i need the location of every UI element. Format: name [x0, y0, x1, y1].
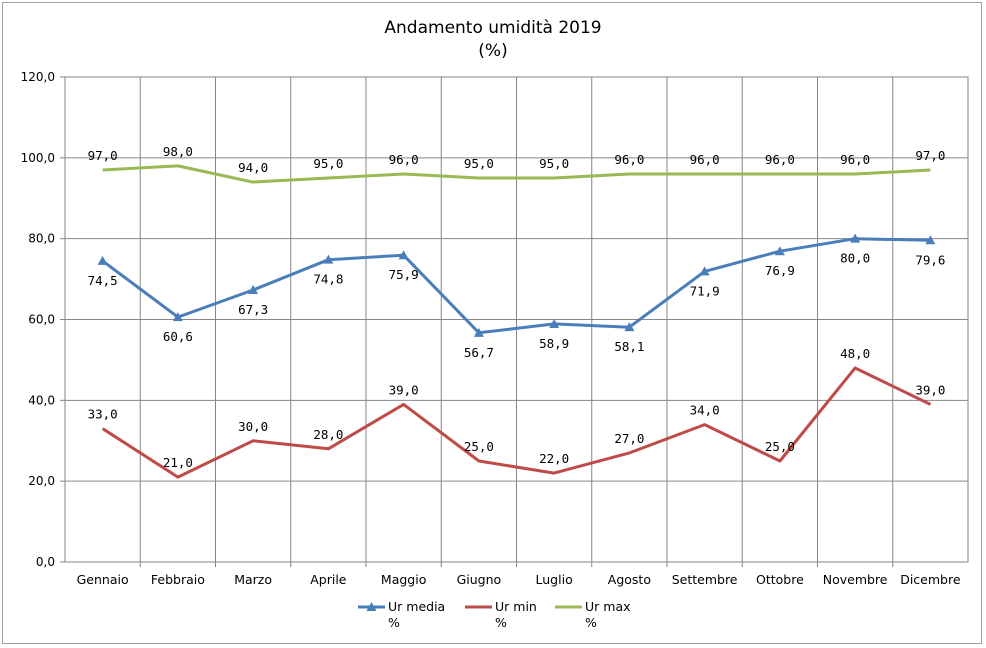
data-label: 97,0 [915, 148, 945, 163]
x-tick-label: Dicembre [900, 572, 961, 587]
series-line [102, 164, 931, 184]
data-label: 33,0 [88, 407, 118, 422]
data-label: 71,9 [690, 283, 720, 298]
x-tick-label: Agosto [608, 572, 651, 587]
data-label: 25,0 [464, 439, 494, 454]
y-tick-label: 120,0 [21, 70, 55, 84]
legend-label-unit: % [388, 615, 400, 630]
x-tick-label: Ottobre [756, 572, 804, 587]
data-point [97, 255, 108, 265]
x-tick-label: Settembre [672, 572, 738, 587]
data-label: 96,0 [765, 152, 795, 167]
data-label: 96,0 [614, 152, 644, 167]
chart-title: Andamento umidità 2019 [384, 18, 601, 38]
data-point [925, 235, 936, 245]
x-tick-label: Febbraio [151, 572, 205, 587]
data-label: 60,6 [163, 329, 193, 344]
data-point [850, 233, 861, 243]
x-tick-label: Gennaio [77, 572, 129, 587]
y-tick-label: 80,0 [28, 232, 55, 246]
legend-label: Ur media [388, 599, 445, 614]
data-point [549, 318, 560, 328]
data-label: 22,0 [539, 451, 569, 466]
data-label: 96,0 [690, 152, 720, 167]
y-tick-label: 100,0 [21, 151, 55, 165]
data-label: 79,6 [915, 252, 945, 267]
data-label: 58,1 [614, 339, 644, 354]
data-point [248, 284, 259, 294]
x-tick-label: Aprile [310, 572, 347, 587]
data-label: 39,0 [389, 382, 419, 397]
data-point [699, 266, 710, 276]
x-tick-label: Maggio [381, 572, 426, 587]
data-point [172, 312, 183, 322]
data-label: 95,0 [464, 156, 494, 171]
data-label: 97,0 [88, 148, 118, 163]
data-label: 56,7 [464, 345, 494, 360]
chart-subtitle: (%) [478, 41, 507, 61]
data-point [398, 250, 409, 260]
data-label: 80,0 [840, 251, 870, 266]
data-point [473, 327, 484, 337]
data-point [323, 254, 334, 264]
y-tick-label: 40,0 [28, 393, 55, 407]
data-point [774, 246, 785, 256]
legend-label-unit: % [495, 615, 507, 630]
series-line [101, 237, 931, 335]
data-label: 74,8 [313, 272, 343, 287]
legend-label: Ur min [495, 599, 537, 614]
y-tick-label: 0,0 [36, 555, 55, 569]
data-label: 39,0 [915, 382, 945, 397]
data-label: 76,9 [765, 263, 795, 278]
data-label: 21,0 [163, 455, 193, 470]
data-label: 67,3 [238, 302, 268, 317]
series-line [101, 366, 932, 479]
data-label: 28,0 [313, 427, 343, 442]
data-label: 58,9 [539, 336, 569, 351]
data-label: 95,0 [313, 156, 343, 171]
data-label: 30,0 [238, 419, 268, 434]
data-label: 98,0 [163, 144, 193, 159]
x-tick-label: Giugno [457, 572, 502, 587]
data-label: 27,0 [614, 431, 644, 446]
y-tick-label: 20,0 [28, 474, 55, 488]
data-label: 25,0 [765, 439, 795, 454]
y-tick-label: 60,0 [28, 313, 55, 327]
data-label: 75,9 [389, 267, 419, 282]
data-label: 48,0 [840, 346, 870, 361]
legend-marker [366, 602, 377, 611]
x-tick-label: Novembre [823, 572, 888, 587]
data-label: 96,0 [389, 152, 419, 167]
legend-label: Ur max [585, 599, 631, 614]
data-label: 96,0 [840, 152, 870, 167]
x-tick-label: Marzo [234, 572, 272, 587]
data-label: 94,0 [238, 160, 268, 175]
x-tick-label: Luglio [536, 572, 573, 587]
data-label: 95,0 [539, 156, 569, 171]
legend-label-unit: % [585, 615, 597, 630]
data-point [624, 322, 635, 332]
data-label: 74,5 [88, 273, 118, 288]
data-label: 34,0 [690, 403, 720, 418]
